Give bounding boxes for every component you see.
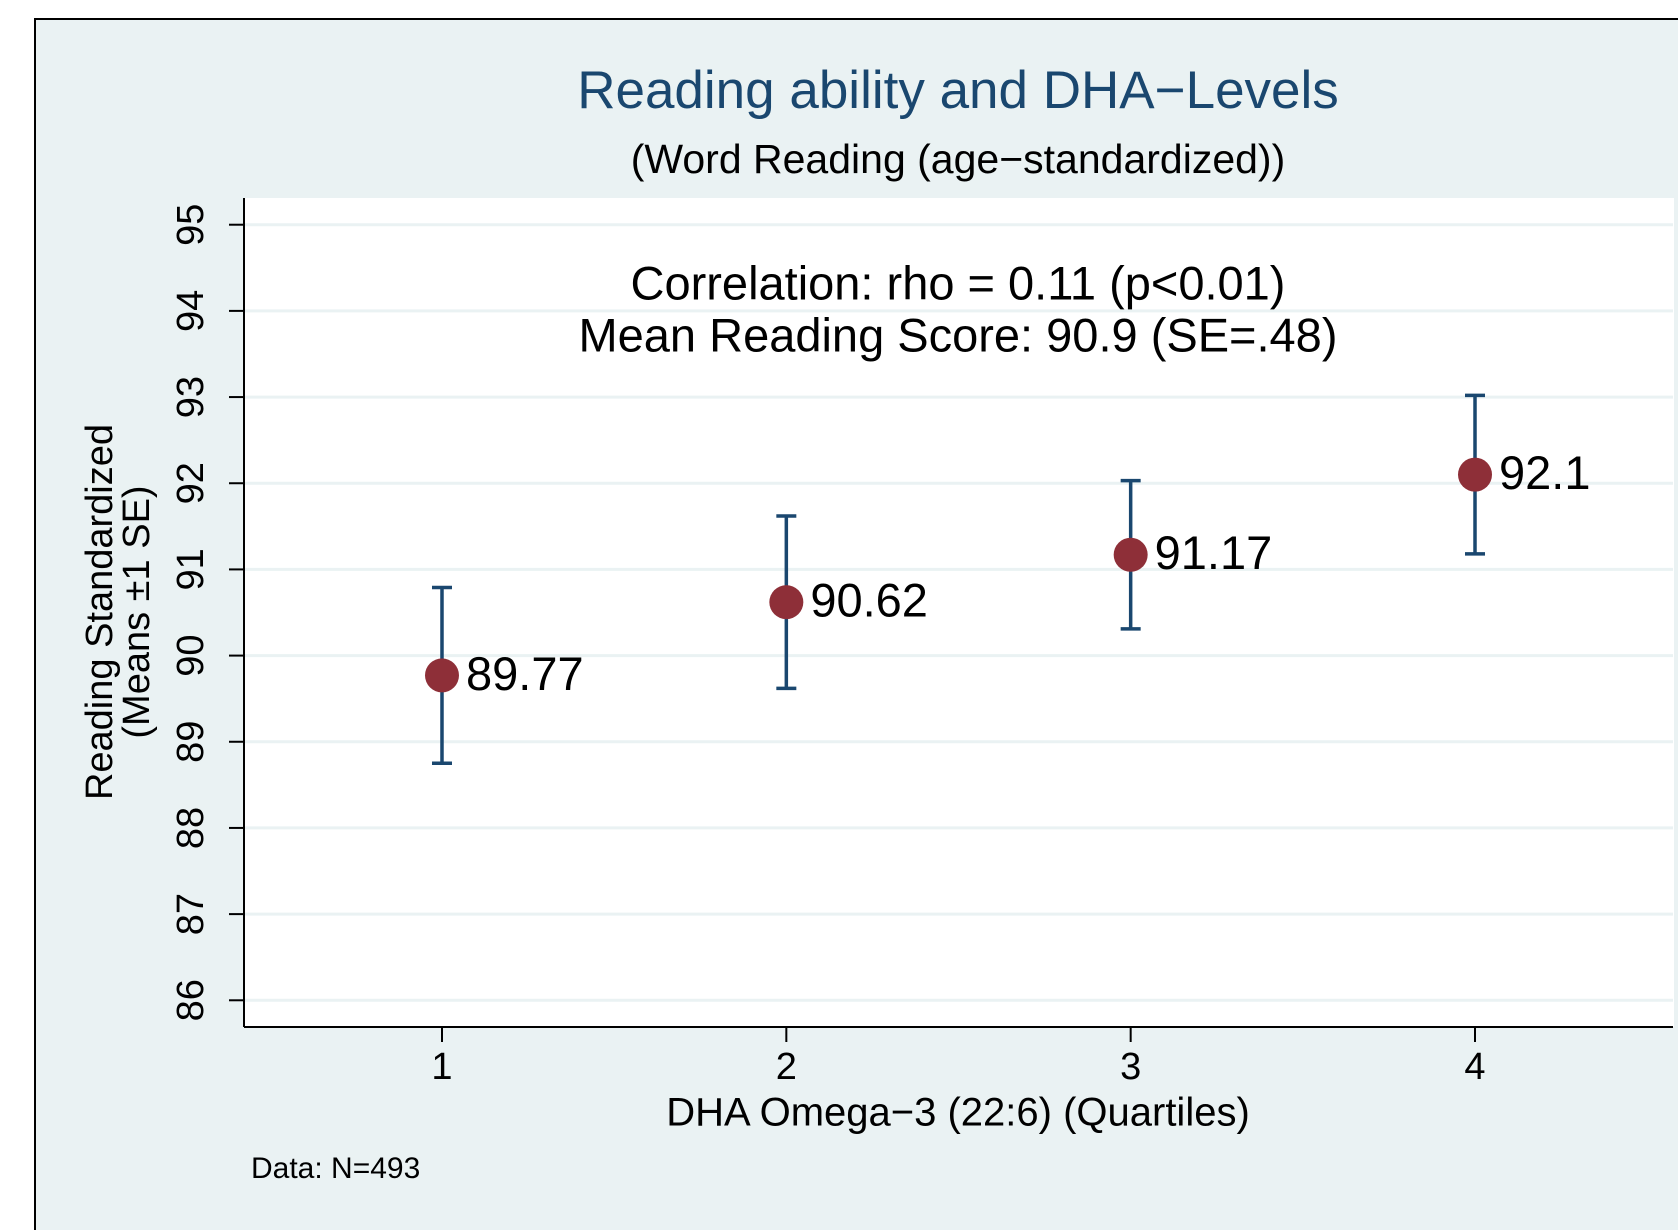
data-label: 89.77 [466, 647, 584, 700]
y-tick-label: 91 [170, 548, 212, 590]
y-tick-label: 90 [170, 634, 212, 676]
data-label: 90.62 [810, 574, 928, 627]
y-tick-label: 88 [170, 807, 212, 849]
y-tick-label: 92 [170, 462, 212, 504]
data-point [1458, 457, 1493, 492]
chart-title: Reading ability and DHA−Levels [577, 61, 1339, 120]
annotation: Mean Reading Score: 90.9 (SE=.48) [579, 308, 1338, 361]
x-tick-label: 2 [776, 1046, 797, 1088]
y-axis-label: (Means ±1 SE) [116, 485, 158, 738]
data-label: 92.1 [1499, 446, 1590, 499]
x-axis-label: DHA Omega−3 (22:6) (Quartiles) [666, 1091, 1250, 1135]
annotation: Correlation: rho = 0.11 (p<0.01) [631, 256, 1286, 309]
y-tick-label: 95 [170, 204, 212, 246]
y-tick-label: 89 [170, 721, 212, 763]
y-tick-label: 93 [170, 376, 212, 418]
y-axis-label: Reading Standardized [79, 424, 121, 800]
chart-subtitle: (Word Reading (age−standardized)) [631, 136, 1285, 182]
y-tick-label: 94 [170, 290, 212, 332]
data-point [424, 658, 459, 693]
data-label: 91.17 [1155, 526, 1273, 579]
x-tick-label: 3 [1120, 1046, 1141, 1088]
plot-area [244, 198, 1674, 1027]
data-point [769, 585, 804, 620]
note: Data: N=493 [251, 1152, 420, 1185]
data-point [1113, 537, 1148, 572]
y-tick-label: 87 [170, 893, 212, 935]
x-tick-label: 1 [431, 1046, 452, 1088]
y-tick-label: 86 [170, 979, 212, 1021]
x-tick-label: 4 [1464, 1046, 1485, 1088]
